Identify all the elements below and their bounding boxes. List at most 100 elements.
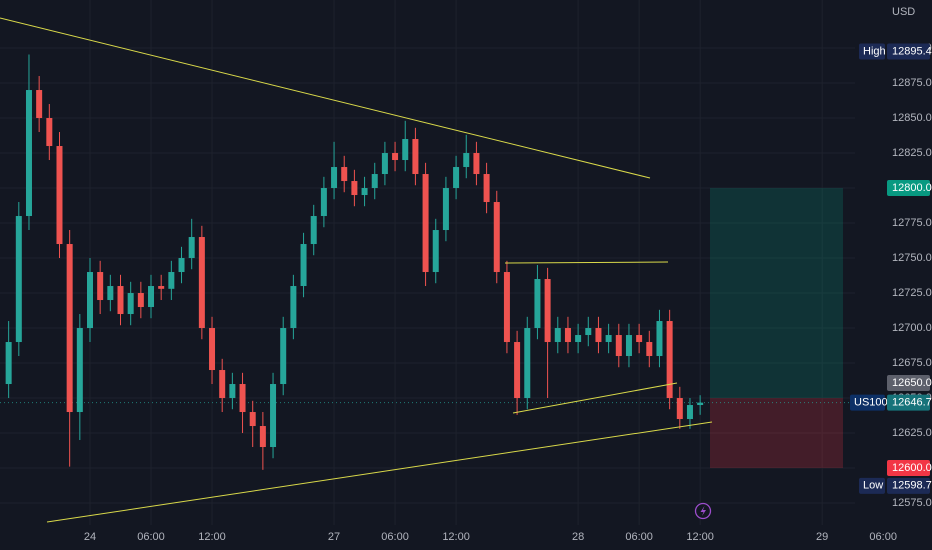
x-tick-label: 12:00 xyxy=(198,531,226,543)
candle-body xyxy=(219,370,226,399)
badge-name-bg xyxy=(859,43,885,60)
candle-body xyxy=(544,279,551,343)
candle-body xyxy=(402,139,409,161)
badge-name-bg xyxy=(850,394,885,411)
candle-body xyxy=(86,272,93,329)
candle-body xyxy=(453,167,460,189)
y-tick-label: 12775.0 xyxy=(892,217,932,229)
candle-body xyxy=(412,139,419,175)
price-badge xyxy=(887,180,930,197)
candle-body xyxy=(554,328,561,343)
candle-body xyxy=(198,237,205,329)
candle-body xyxy=(310,216,317,245)
x-tick-label: 28 xyxy=(572,531,584,543)
badge-value: 12646.7 xyxy=(892,397,932,409)
badge-value-bg xyxy=(887,477,930,494)
y-tick-label: 12850.0 xyxy=(892,112,932,124)
badge-value-bg xyxy=(887,394,930,411)
trend-line xyxy=(0,17,651,179)
candle-body xyxy=(341,167,348,182)
candle-body xyxy=(15,216,22,343)
x-tick-label: 06:00 xyxy=(381,531,409,543)
y-tick-label: 12725.0 xyxy=(892,287,932,299)
candle-body xyxy=(137,293,144,308)
price-badge xyxy=(887,460,930,477)
candle-body xyxy=(300,244,307,287)
y-tick-label: 12625.0 xyxy=(892,427,932,439)
candle-body xyxy=(432,230,439,273)
price-badge-label: 12800.0 xyxy=(892,182,932,194)
candle-body xyxy=(66,244,73,413)
candle-body xyxy=(76,328,83,413)
candle-body xyxy=(514,342,521,399)
candle-body xyxy=(56,146,63,245)
badge-name: US100 xyxy=(854,397,888,409)
lightning[interactable] xyxy=(700,506,707,516)
badge-value-bg xyxy=(887,43,930,60)
x-tick-label: 29 xyxy=(816,531,828,543)
badge-name: High xyxy=(863,45,886,57)
trend-line xyxy=(512,382,678,414)
event-icon[interactable] xyxy=(694,502,712,520)
candle-body xyxy=(636,335,643,343)
candle-body xyxy=(148,286,155,308)
candle-body xyxy=(392,153,399,161)
y-tick-label: 12825.0 xyxy=(892,147,932,159)
profit-zone xyxy=(710,188,843,399)
x-tick-label: 12:00 xyxy=(686,531,714,543)
candle-body xyxy=(209,328,216,371)
candle-body xyxy=(270,384,277,448)
x-tick-label: 12:00 xyxy=(442,531,470,543)
drawings xyxy=(0,17,713,523)
candle-body xyxy=(422,174,429,273)
candle-body xyxy=(5,342,12,385)
candle-body xyxy=(625,335,632,357)
candle-body xyxy=(615,335,622,357)
candle-body xyxy=(656,321,663,357)
candle-body xyxy=(158,286,165,289)
candle-body xyxy=(239,384,246,413)
candle-body xyxy=(97,272,104,301)
candle-body xyxy=(686,405,693,420)
candle-body xyxy=(280,328,287,385)
y-tick-label: 12675.0 xyxy=(892,357,932,369)
candle-body xyxy=(381,153,388,175)
candle-body xyxy=(331,167,338,189)
candle-body xyxy=(503,272,510,343)
badge-value: 12895.4 xyxy=(892,45,932,57)
candle-body xyxy=(107,286,114,301)
candle-body xyxy=(229,384,236,399)
candle-body xyxy=(442,188,449,231)
candle-body xyxy=(483,174,490,203)
badge-name-bg xyxy=(859,477,885,494)
candle-body xyxy=(168,272,175,289)
candle-body xyxy=(646,342,653,357)
x-tick-label: 06:00 xyxy=(625,531,653,543)
badge-name: Low xyxy=(863,480,883,492)
x-tick-label: 06:00 xyxy=(137,531,165,543)
candle-body xyxy=(463,153,470,168)
price-badge-label: 12600.0 xyxy=(892,462,932,474)
candle-body xyxy=(361,188,368,196)
candle-body xyxy=(473,153,480,175)
x-tick-label: 27 xyxy=(328,531,340,543)
candles xyxy=(0,54,855,470)
x-tick-label: 24 xyxy=(84,531,96,543)
trend-line xyxy=(504,261,669,264)
candle-body xyxy=(117,286,124,315)
candle-body xyxy=(249,412,256,427)
candle-body xyxy=(371,174,378,189)
badge-value: 12598.7 xyxy=(892,480,932,492)
candle-body xyxy=(25,90,32,217)
candle-body xyxy=(534,279,541,329)
y-tick-label: 12575.0 xyxy=(892,497,932,509)
x-tick-label: 06:00 xyxy=(869,531,897,543)
candle-body xyxy=(320,188,327,217)
candle-body xyxy=(46,118,53,147)
y-tick-label: 12875.0 xyxy=(892,77,932,89)
candle-body xyxy=(666,321,673,399)
price-axis: 12575.0 12600.0 12625.0 12650.0 12675.0 12700… xyxy=(84,42,932,543)
candle-body xyxy=(676,398,683,420)
currency: USD xyxy=(892,6,915,18)
